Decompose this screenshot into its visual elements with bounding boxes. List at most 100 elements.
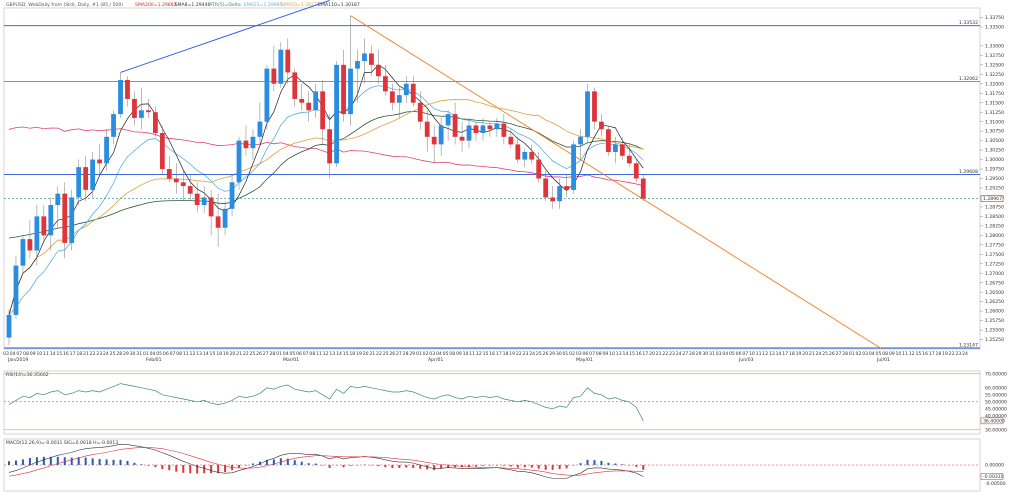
candle-body-59[interactable] <box>417 102 423 122</box>
candle-body-84[interactable] <box>592 91 597 122</box>
candle-body-43[interactable] <box>306 102 312 111</box>
candle-body-23[interactable] <box>166 169 172 179</box>
candle-body-33[interactable] <box>236 140 242 183</box>
candle-body-75[interactable] <box>529 151 535 160</box>
candle-body-27[interactable] <box>194 193 200 206</box>
candle-body-68[interactable] <box>480 125 486 134</box>
candle-body-26[interactable] <box>187 186 193 194</box>
candle-body-0[interactable] <box>6 314 12 338</box>
candle-body-36[interactable] <box>257 121 263 137</box>
candle-body-79[interactable] <box>557 186 563 202</box>
candle-body-6[interactable] <box>48 205 54 236</box>
candle-body-64[interactable] <box>452 114 458 137</box>
candle-body-34[interactable] <box>243 140 249 149</box>
header-item-6: EMA110=1.30187 <box>318 2 360 8</box>
candle-body-90[interactable] <box>633 163 639 179</box>
candle-body-35[interactable] <box>250 136 256 149</box>
candle-body-5[interactable] <box>41 216 47 236</box>
candle-body-63[interactable] <box>445 114 451 126</box>
candle-body-47[interactable] <box>334 64 339 164</box>
candle-body-69[interactable] <box>487 125 493 130</box>
candle-body-85[interactable] <box>599 121 604 130</box>
candle-body-41[interactable] <box>292 72 298 99</box>
candle-body-44[interactable] <box>313 91 319 111</box>
macd-hist-bar-57 <box>405 465 408 468</box>
candle-body-67[interactable] <box>473 125 479 134</box>
date-tick-135: 11 <box>902 351 908 357</box>
candle-body-37[interactable] <box>264 68 270 122</box>
candle-body-14[interactable] <box>104 136 109 164</box>
candle-body-72[interactable] <box>508 136 514 145</box>
candle-body-25[interactable] <box>180 182 186 187</box>
candle-body-56[interactable] <box>396 95 402 103</box>
candle-body-17[interactable] <box>125 79 130 99</box>
candle-body-87[interactable] <box>612 144 618 152</box>
candle-body-48[interactable] <box>341 64 346 115</box>
candle-body-58[interactable] <box>410 83 416 103</box>
candle-body-65[interactable] <box>459 136 465 141</box>
candle-body-28[interactable] <box>201 197 207 206</box>
candle-body-61[interactable] <box>431 136 437 145</box>
candle-body-51[interactable] <box>362 53 367 62</box>
candle-body-49[interactable] <box>348 68 353 115</box>
macd-hist-bar-74 <box>523 465 526 468</box>
candle-body-3[interactable] <box>27 239 33 251</box>
candle-body-20[interactable] <box>146 110 151 113</box>
candle-body-16[interactable] <box>118 79 123 115</box>
candle-body-42[interactable] <box>299 98 305 103</box>
candle-body-1[interactable] <box>13 265 19 315</box>
candle-body-66[interactable] <box>466 125 472 141</box>
candle-body-89[interactable] <box>626 155 632 164</box>
candle-body-78[interactable] <box>550 197 556 202</box>
candle-body-45[interactable] <box>320 91 326 130</box>
candle-body-15[interactable] <box>111 114 116 137</box>
candle-body-29[interactable] <box>208 197 214 217</box>
candle-body-9[interactable] <box>69 197 75 243</box>
candle-body-60[interactable] <box>424 121 430 137</box>
candle-body-76[interactable] <box>536 159 542 179</box>
candle-body-82[interactable] <box>578 136 583 145</box>
candle-body-38[interactable] <box>271 68 277 84</box>
candle-body-19[interactable] <box>139 110 144 118</box>
candle-body-2[interactable] <box>20 239 26 266</box>
candle-body-91[interactable] <box>640 178 646 199</box>
candle-body-54[interactable] <box>382 76 388 92</box>
candle-body-50[interactable] <box>355 61 360 69</box>
candle-body-57[interactable] <box>403 83 409 96</box>
candle-body-7[interactable] <box>55 193 61 206</box>
candle-body-4[interactable] <box>34 216 40 251</box>
candle-body-21[interactable] <box>152 112 158 134</box>
candle-body-39[interactable] <box>278 49 284 84</box>
candle-body-10[interactable] <box>76 167 82 198</box>
macd-hist-bar-11 <box>84 457 87 465</box>
candle-body-73[interactable] <box>515 144 521 160</box>
candle-body-30[interactable] <box>215 216 221 228</box>
candle-body-70[interactable] <box>494 123 500 130</box>
candle-body-83[interactable] <box>585 91 590 137</box>
candle-body-24[interactable] <box>173 178 179 183</box>
date-tick-64: 03 <box>429 351 435 357</box>
candle-body-52[interactable] <box>369 53 374 65</box>
candle-body-8[interactable] <box>62 193 68 243</box>
candle-body-18[interactable] <box>132 98 137 118</box>
candle-body-74[interactable] <box>522 151 528 160</box>
candle-body-53[interactable] <box>376 64 381 77</box>
candle-body-77[interactable] <box>543 178 549 198</box>
date-tick-90: 09 <box>602 351 608 357</box>
candle-body-11[interactable] <box>83 167 89 190</box>
candle-body-86[interactable] <box>606 129 611 152</box>
candle-body-32[interactable] <box>229 182 235 209</box>
candle-body-22[interactable] <box>159 133 165 170</box>
candle-body-80[interactable] <box>564 186 569 190</box>
candle-body-62[interactable] <box>438 125 444 145</box>
candle-body-81[interactable] <box>571 144 576 190</box>
candle-body-13[interactable] <box>97 159 103 164</box>
candle-body-46[interactable] <box>327 129 333 164</box>
candle-body-71[interactable] <box>501 123 507 137</box>
candle-body-12[interactable] <box>90 159 96 190</box>
candle-body-55[interactable] <box>389 91 395 103</box>
candle-body-31[interactable] <box>222 208 228 228</box>
candle-body-40[interactable] <box>285 49 291 73</box>
candle-body-88[interactable] <box>619 144 625 156</box>
